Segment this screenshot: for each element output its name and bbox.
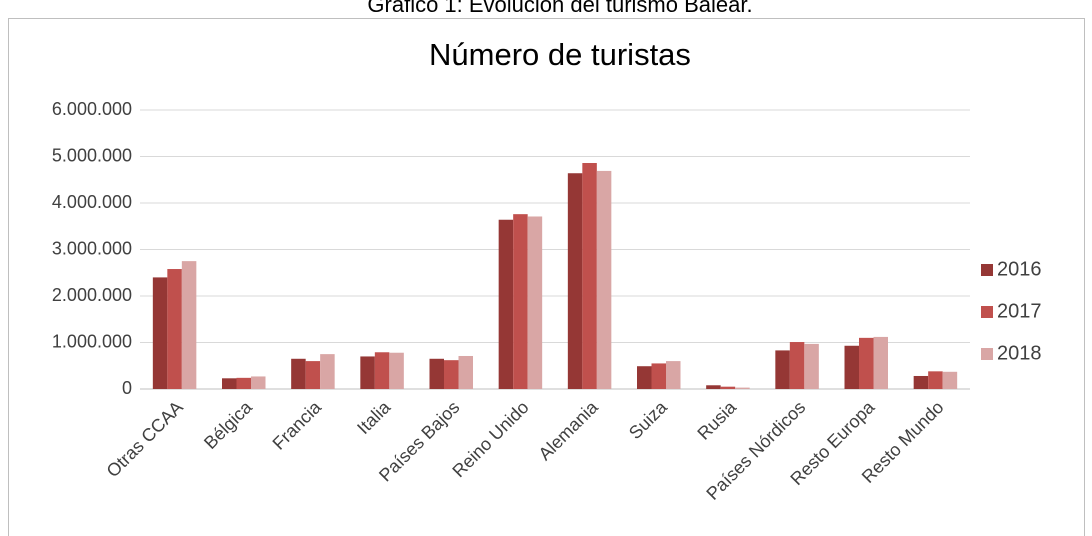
legend-swatch xyxy=(981,306,993,318)
bar xyxy=(305,361,321,389)
bar xyxy=(444,360,459,389)
y-tick-label: 4.000.000 xyxy=(52,192,132,212)
legend-label: 2017 xyxy=(997,300,1042,322)
bar xyxy=(374,352,390,389)
bar xyxy=(498,219,514,389)
bar xyxy=(720,386,736,389)
bar xyxy=(844,345,859,389)
legend-label: 2018 xyxy=(997,342,1042,364)
bar xyxy=(942,371,958,389)
bar xyxy=(251,376,266,389)
bar xyxy=(928,371,943,389)
bar xyxy=(859,337,874,389)
bar xyxy=(527,216,543,389)
bar xyxy=(804,343,819,389)
y-tick-label: 6.000.000 xyxy=(52,99,132,119)
bar xyxy=(236,377,251,389)
bar xyxy=(637,366,652,389)
bar xyxy=(152,277,168,389)
bar xyxy=(789,342,805,389)
bar xyxy=(181,261,197,389)
bar xyxy=(582,163,597,389)
bar xyxy=(567,173,583,389)
bar xyxy=(360,356,375,389)
y-tick-label: 5.000.000 xyxy=(52,145,132,165)
bar xyxy=(429,358,444,389)
y-tick-label: 3.000.000 xyxy=(52,238,132,258)
bar xyxy=(873,336,888,389)
legend-label: 2016 xyxy=(997,258,1042,280)
bar xyxy=(320,354,335,389)
bar xyxy=(458,355,473,389)
y-tick-label: 0 xyxy=(122,378,132,398)
chart-title: Número de turistas xyxy=(429,37,691,72)
bar xyxy=(735,387,750,389)
bar xyxy=(167,269,182,389)
bar xyxy=(706,385,721,389)
caption: Gráfico 1: Evolución del turismo Balear. xyxy=(367,0,752,17)
bar xyxy=(513,214,528,389)
y-tick-label: 2.000.000 xyxy=(52,285,132,305)
bar xyxy=(291,358,306,389)
bar xyxy=(666,361,681,389)
bar xyxy=(775,350,790,389)
bar xyxy=(651,363,666,389)
legend-swatch xyxy=(981,348,993,360)
bar xyxy=(596,170,612,389)
bar xyxy=(913,375,929,389)
bar xyxy=(389,352,404,389)
legend-swatch xyxy=(981,264,993,276)
bar xyxy=(222,378,237,389)
y-tick-label: 1.000.000 xyxy=(52,331,132,351)
